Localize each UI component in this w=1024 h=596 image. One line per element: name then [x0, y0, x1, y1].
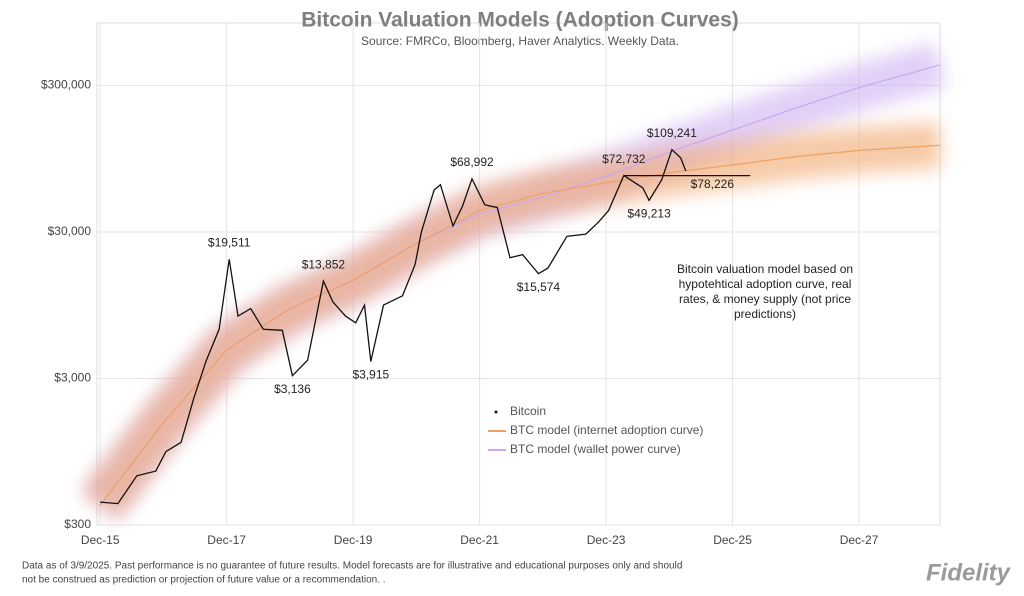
chart-title: Bitcoin Valuation Models (Adoption Curve…: [301, 9, 739, 32]
x-tick-label: Dec-25: [713, 533, 752, 547]
annotation: $13,852: [302, 257, 346, 271]
y-tick-label: $3,000: [54, 371, 91, 385]
y-tick-label: $300: [64, 517, 91, 531]
x-tick-label: Dec-17: [207, 533, 246, 547]
model-line: [99, 144, 941, 506]
x-tick-label: Dec-19: [334, 533, 373, 547]
annotation: $49,213: [627, 207, 671, 221]
legend-label: Bitcoin: [510, 404, 546, 418]
annotation: $19,511: [208, 235, 251, 249]
legend-label: BTC model (internet adoption curve): [510, 423, 703, 437]
note: predictions): [734, 307, 796, 321]
chart-subtitle: Source: FMRCo, Bloomberg, Haver Analytic…: [361, 34, 679, 48]
bitcoin-line: [100, 148, 687, 505]
note: rates, & money supply (not price: [679, 292, 851, 306]
y-tick-label: $30,000: [48, 224, 92, 238]
annotation: $109,241: [647, 126, 697, 140]
note: Bitcoin valuation model based on: [677, 262, 853, 276]
annotation: $3,915: [352, 368, 389, 382]
annotation: $68,992: [450, 155, 494, 169]
disclaimer: Data as of 3/9/2025. Past performance is…: [22, 561, 682, 572]
x-tick-label: Dec-15: [81, 533, 120, 547]
legend-label: BTC model (wallet power curve): [510, 442, 681, 456]
x-tick-label: Dec-23: [587, 533, 626, 547]
legend-marker: [494, 410, 498, 414]
y-tick-label: $300,000: [41, 78, 91, 92]
disclaimer: not be construed as prediction or projec…: [22, 575, 386, 586]
logo: Fidelity: [926, 559, 1012, 586]
note: hypotehtical adoption curve, real: [679, 277, 852, 291]
annotation: $15,574: [517, 280, 561, 294]
annotation: $3,136: [274, 382, 311, 396]
x-tick-label: Dec-21: [460, 533, 499, 547]
annotation: $78,226: [691, 177, 735, 191]
annotation: $72,732: [602, 152, 646, 166]
x-tick-label: Dec-27: [840, 533, 879, 547]
